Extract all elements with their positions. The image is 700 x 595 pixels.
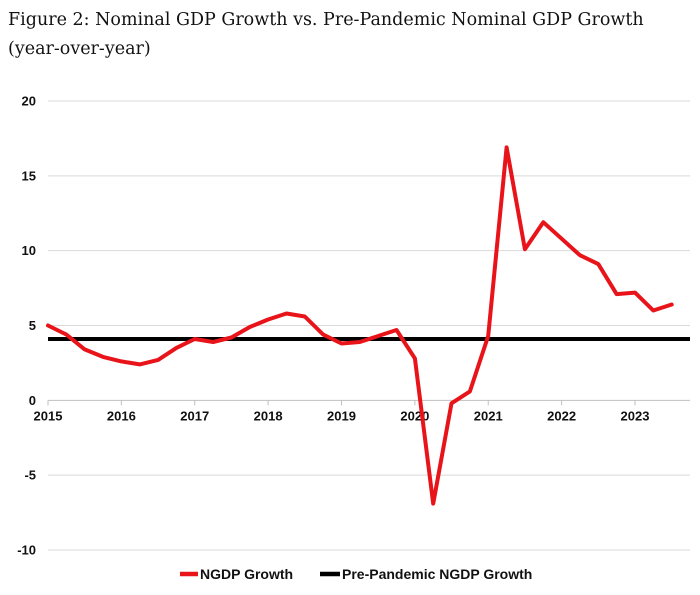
chart-title: Figure 2: Nominal GDP Growth vs. Pre-Pan… <box>8 10 644 59</box>
y-tick-label: 5 <box>29 318 36 333</box>
x-tick-label: 2017 <box>180 408 209 423</box>
x-tick-label: 2019 <box>327 408 356 423</box>
y-tick-label: -5 <box>24 468 36 483</box>
gridlines <box>48 100 690 551</box>
y-tick-label: 10 <box>22 243 36 258</box>
x-tick-label: 2021 <box>474 408 503 423</box>
x-tick-label: 2016 <box>107 408 136 423</box>
x-tick-label: 2015 <box>34 408 63 423</box>
y-tick-label: 20 <box>22 94 36 109</box>
y-tick-label: 0 <box>29 393 36 408</box>
x-axis-ticks: 2015 2016 2017 2018 2019 2020 2021 2022 2023 <box>34 400 650 423</box>
series-ngdp-line <box>46 145 674 506</box>
x-tick-label: 2022 <box>547 408 576 423</box>
y-tick-label: -10 <box>17 543 36 558</box>
legend-label-ngdp: NGDP Growth <box>200 566 293 582</box>
x-tick-label: 2020 <box>400 408 429 423</box>
series-lines <box>46 145 690 506</box>
legend: NGDP Growth Pre-Pandemic NGDP Growth <box>180 566 532 582</box>
x-tick-label: 2018 <box>254 408 283 423</box>
legend-label-prepandemic: Pre-Pandemic NGDP Growth <box>342 566 532 582</box>
y-axis-ticks: 20 15 10 5 0 -5 -10 <box>17 94 36 558</box>
y-tick-label: 15 <box>22 168 36 183</box>
x-tick-label: 2023 <box>621 408 650 423</box>
